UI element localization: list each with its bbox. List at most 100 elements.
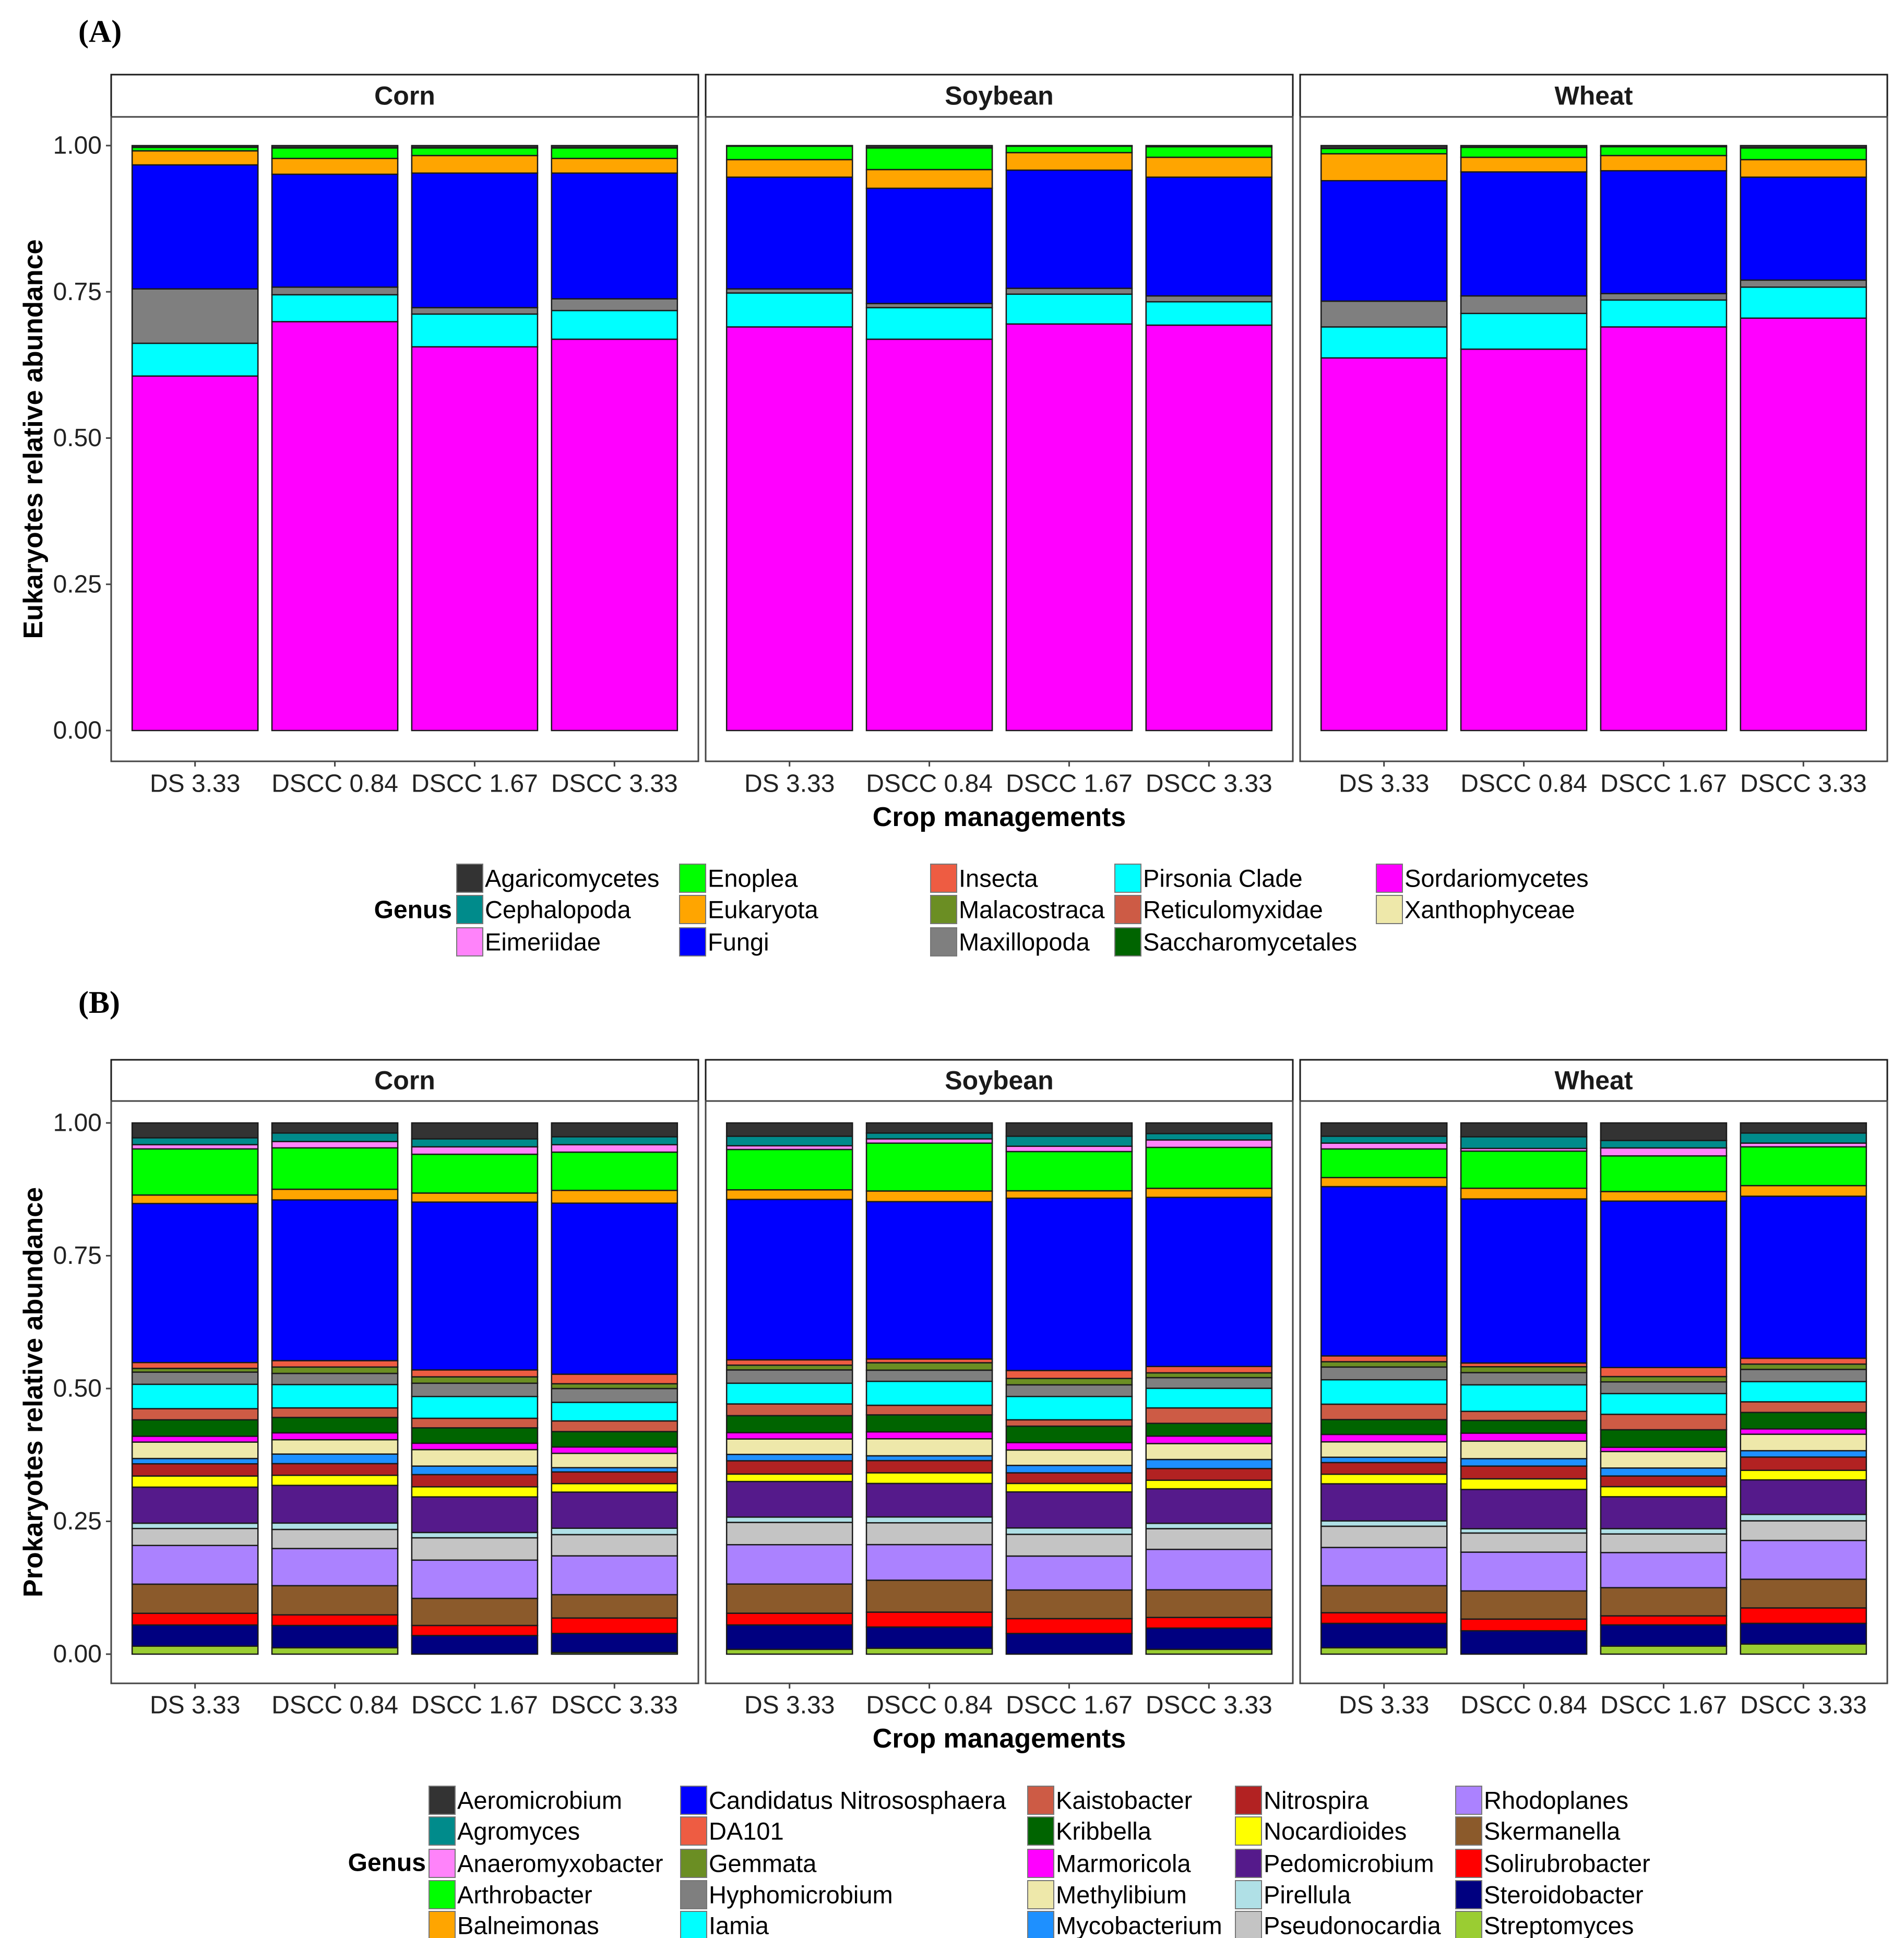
bar-segment-nitrospira <box>411 1474 539 1488</box>
bar-segment-fungi <box>1460 171 1588 297</box>
bar-segment-hyphomicrobium <box>551 1387 679 1403</box>
bar-segment-pedomicrobium <box>725 1480 853 1518</box>
bar-segment-rhodoplanes <box>271 1548 399 1587</box>
stacked-bar <box>551 145 679 732</box>
stacked-bar <box>131 1122 259 1655</box>
bar-segment-enoplea <box>551 147 679 159</box>
bar-segment-iamia <box>551 1402 679 1422</box>
legend-label: Steroidobacter <box>1484 1881 1644 1909</box>
bar-segment-aeromicrobium <box>271 1122 399 1134</box>
bar-segment-nitrospira <box>1145 1468 1273 1481</box>
x-tick-label: DSCC 3.33 <box>1146 1692 1272 1719</box>
bar-segment-gemmata <box>1460 1366 1588 1373</box>
bar-segment-hyphomicrobium <box>1740 1369 1867 1383</box>
legend-swatch <box>429 1816 456 1846</box>
bar-segment-mycobacterium <box>411 1465 539 1476</box>
stacked-bar <box>725 145 853 732</box>
bar-segment-nocardioides <box>1145 1479 1273 1490</box>
bar-segment-pedomicrobium <box>131 1486 259 1524</box>
bar-segment-fungi <box>1145 176 1273 297</box>
legend-item: Kaistobacter <box>1027 1786 1192 1815</box>
bar-segment-methylibium <box>1005 1449 1133 1466</box>
bar-segment-da101 <box>1600 1367 1728 1378</box>
x-tick-label: DSCC 0.84 <box>271 770 398 798</box>
bar-segment-hyphomicrobium <box>1600 1381 1728 1394</box>
legend-item: Kribbella <box>1027 1816 1152 1846</box>
bar-segment-arthrobacter <box>725 1149 853 1191</box>
bar-segment-candidatus-nitrososphaera <box>411 1201 539 1371</box>
bar-segment-nocardioides <box>271 1475 399 1486</box>
legend-swatch <box>429 1911 456 1938</box>
bar-segment-gemmata <box>725 1364 853 1371</box>
facet-label: Soybean <box>945 81 1053 111</box>
legend-item: DA101 <box>680 1816 784 1846</box>
bar-segment-aeromicrobium <box>865 1122 993 1134</box>
bar-segment-sordariomycetes <box>411 346 539 732</box>
bar-segment-steroidobacter <box>865 1626 993 1649</box>
bar-segment-skermanella <box>725 1583 853 1614</box>
bar-segment-da101 <box>1740 1357 1867 1365</box>
bar-segment-aeromicrobium <box>131 1122 259 1139</box>
legend-label: Insecta <box>959 865 1038 892</box>
bar-segment-pirsonia-clade <box>865 307 993 340</box>
bar-segment-iamia <box>1740 1381 1867 1403</box>
bar-segment-methylibium <box>1320 1441 1448 1458</box>
stacked-bar <box>865 1122 993 1655</box>
bar-segment-nocardioides <box>1005 1482 1133 1493</box>
bar-segment-nocardioides <box>131 1475 259 1488</box>
bar-segment-pirellula <box>411 1532 539 1539</box>
bar-segment-nitrospira <box>1320 1462 1448 1475</box>
bar-segment-da101 <box>411 1369 539 1378</box>
bar-segment-maxillopoda <box>1320 300 1448 328</box>
bar-segment-hyphomicrobium <box>411 1382 539 1397</box>
bar-segment-gemmata <box>551 1383 679 1390</box>
bar-segment-kaistobacter <box>1740 1401 1867 1414</box>
bar-segment-mycobacterium <box>1740 1450 1867 1458</box>
bar-segment-iamia <box>1145 1387 1273 1409</box>
x-tick-label: DSCC 0.84 <box>1460 770 1587 798</box>
x-tick-label: DS 3.33 <box>744 1692 835 1719</box>
legend-swatch <box>1114 927 1141 956</box>
bar-segment-solirubrobacter <box>1145 1617 1273 1629</box>
bar-segment-iamia <box>411 1396 539 1419</box>
bar-segment-aeromicrobium <box>1005 1122 1133 1137</box>
bar-segment-methylibium <box>725 1438 853 1455</box>
bar-segment-kaistobacter <box>411 1417 539 1429</box>
bar-segment-balneimonas <box>1460 1187 1588 1200</box>
bar-segment-nocardioides <box>411 1486 539 1498</box>
legend-label: Skermanella <box>1484 1817 1621 1845</box>
bar-segment-steroidobacter <box>1600 1624 1728 1647</box>
bar-segment-nocardioides <box>1320 1473 1448 1485</box>
bar-segment-steroidobacter <box>1145 1627 1273 1650</box>
bar-segment-hyphomicrobium <box>725 1369 853 1384</box>
legend-swatch <box>679 864 706 893</box>
bar-segment-pseudonocardia <box>1145 1528 1273 1550</box>
bar-segment-fungi <box>1600 170 1728 294</box>
stacked-bar <box>1740 1122 1867 1655</box>
bar-segment-kaistobacter <box>725 1403 853 1417</box>
bar-segment-gemmata <box>271 1366 399 1374</box>
bar-segment-skermanella <box>1740 1578 1867 1609</box>
legend-item: Aeromicrobium <box>429 1786 622 1815</box>
bar-segment-da101 <box>1145 1366 1273 1374</box>
bar-segment-eukaryota <box>1600 154 1728 172</box>
legend-swatch <box>680 1849 707 1878</box>
bar-segment-nitrospira <box>1600 1475 1728 1488</box>
x-tick-label: DS 3.33 <box>150 770 240 798</box>
bar-segment-sordariomycetes <box>1460 348 1588 732</box>
bar-segment-methylibium <box>131 1441 259 1460</box>
x-tick-label: DSCC 0.84 <box>866 1692 993 1719</box>
bar-segment-aeromicrobium <box>1600 1122 1728 1141</box>
bar-segment-solirubrobacter <box>1740 1607 1867 1624</box>
stacked-bar <box>131 145 259 732</box>
bar-segment-methylibium <box>1740 1433 1867 1452</box>
legend-item: Marmoricola <box>1027 1849 1191 1878</box>
bar-segment-pirellula <box>1145 1523 1273 1529</box>
x-axis-title: Crop managements <box>873 802 1126 832</box>
bar-segment-steroidobacter <box>131 1624 259 1647</box>
facet-strip <box>1299 1059 1888 1102</box>
x-tick-label: DS 3.33 <box>1339 770 1429 798</box>
bar-segment-nocardioides <box>1460 1478 1588 1490</box>
panel-label: (B) <box>78 985 120 1020</box>
legend-swatch <box>1455 1816 1482 1846</box>
